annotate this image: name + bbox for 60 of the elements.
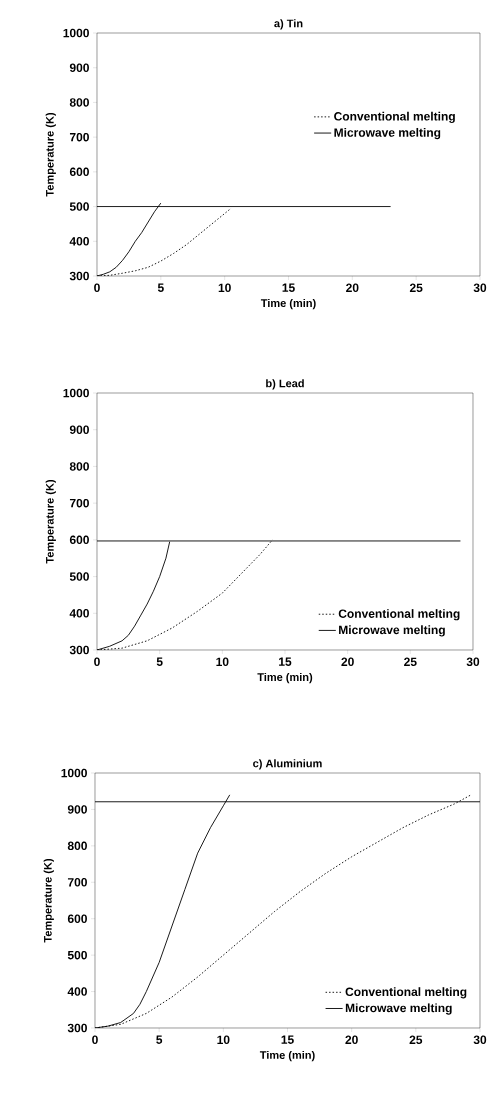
legend-label: Conventional melting [345,987,467,999]
y-tick-label: 700 [69,498,89,508]
y-tick-label: 700 [69,132,89,142]
y-tick-label: 500 [69,202,89,211]
y-tick-label: 300 [69,271,89,281]
y-axis-title: Temperature (K) [45,112,56,197]
x-tick-label: 30 [466,657,480,667]
chart-title: a) Tin [274,19,303,30]
x-tick-label: 0 [92,1035,98,1045]
y-tick-label: 600 [69,167,89,177]
chart-title: c) Aluminium [253,759,322,770]
x-tick-label: 10 [216,657,229,667]
y-tick-label: 400 [69,609,89,618]
x-tick-label: 20 [341,657,354,667]
x-axis-title: Time (min) [257,672,313,684]
x-tick-label: 0 [94,283,100,293]
legend-label: Microwave melting [334,127,441,140]
y-tick-label: 300 [69,645,89,655]
x-tick-label: 25 [404,657,417,667]
x-tick-label: 10 [217,1035,230,1045]
x-tick-label: 25 [409,1035,423,1045]
y-axis-title: Temperature (K) [43,858,54,943]
x-axis-title: Time (min) [259,1050,315,1062]
x-tick-label: 15 [279,657,292,666]
legend-label: Conventional melting [338,609,460,621]
chart-title: b) Lead [266,379,304,390]
x-tick-label: 5 [156,657,163,666]
y-tick-label: 600 [69,535,89,545]
y-tick-label: 1000 [61,768,87,778]
x-tick-label: 25 [409,283,423,293]
legend-label: Conventional melting [334,111,455,123]
x-tick-label: 5 [157,283,164,292]
x-tick-label: 20 [346,283,359,293]
y-tick-label: 1000 [63,388,89,398]
y-tick-label: 1000 [63,28,89,38]
x-tick-label: 0 [94,657,100,667]
y-tick-label: 400 [67,987,87,996]
y-tick-label: 400 [69,237,89,246]
legend-label: Microwave melting [339,625,445,637]
x-axis-title: Time (min) [260,298,316,310]
x-tick-label: 15 [282,283,295,292]
x-tick-label: 30 [473,1035,487,1045]
y-tick-label: 900 [67,805,87,814]
y-tick-label: 600 [67,914,87,923]
y-tick-label: 900 [69,63,89,72]
x-tick-label: 15 [281,1035,294,1044]
y-axis-title: Temperature (K) [45,479,56,564]
y-tick-label: 300 [67,1023,87,1033]
y-tick-label: 800 [69,98,89,107]
legend-label: Microwave melting [345,1003,452,1015]
y-tick-label: 800 [69,462,89,471]
x-tick-label: 20 [345,1035,358,1045]
x-tick-label: 30 [473,283,487,293]
x-tick-label: 10 [218,283,231,293]
y-tick-label: 700 [67,878,87,887]
y-tick-label: 900 [69,425,89,434]
y-tick-label: 800 [67,841,87,851]
y-tick-label: 500 [69,572,89,581]
y-tick-label: 500 [67,950,87,960]
x-tick-label: 5 [156,1035,163,1044]
